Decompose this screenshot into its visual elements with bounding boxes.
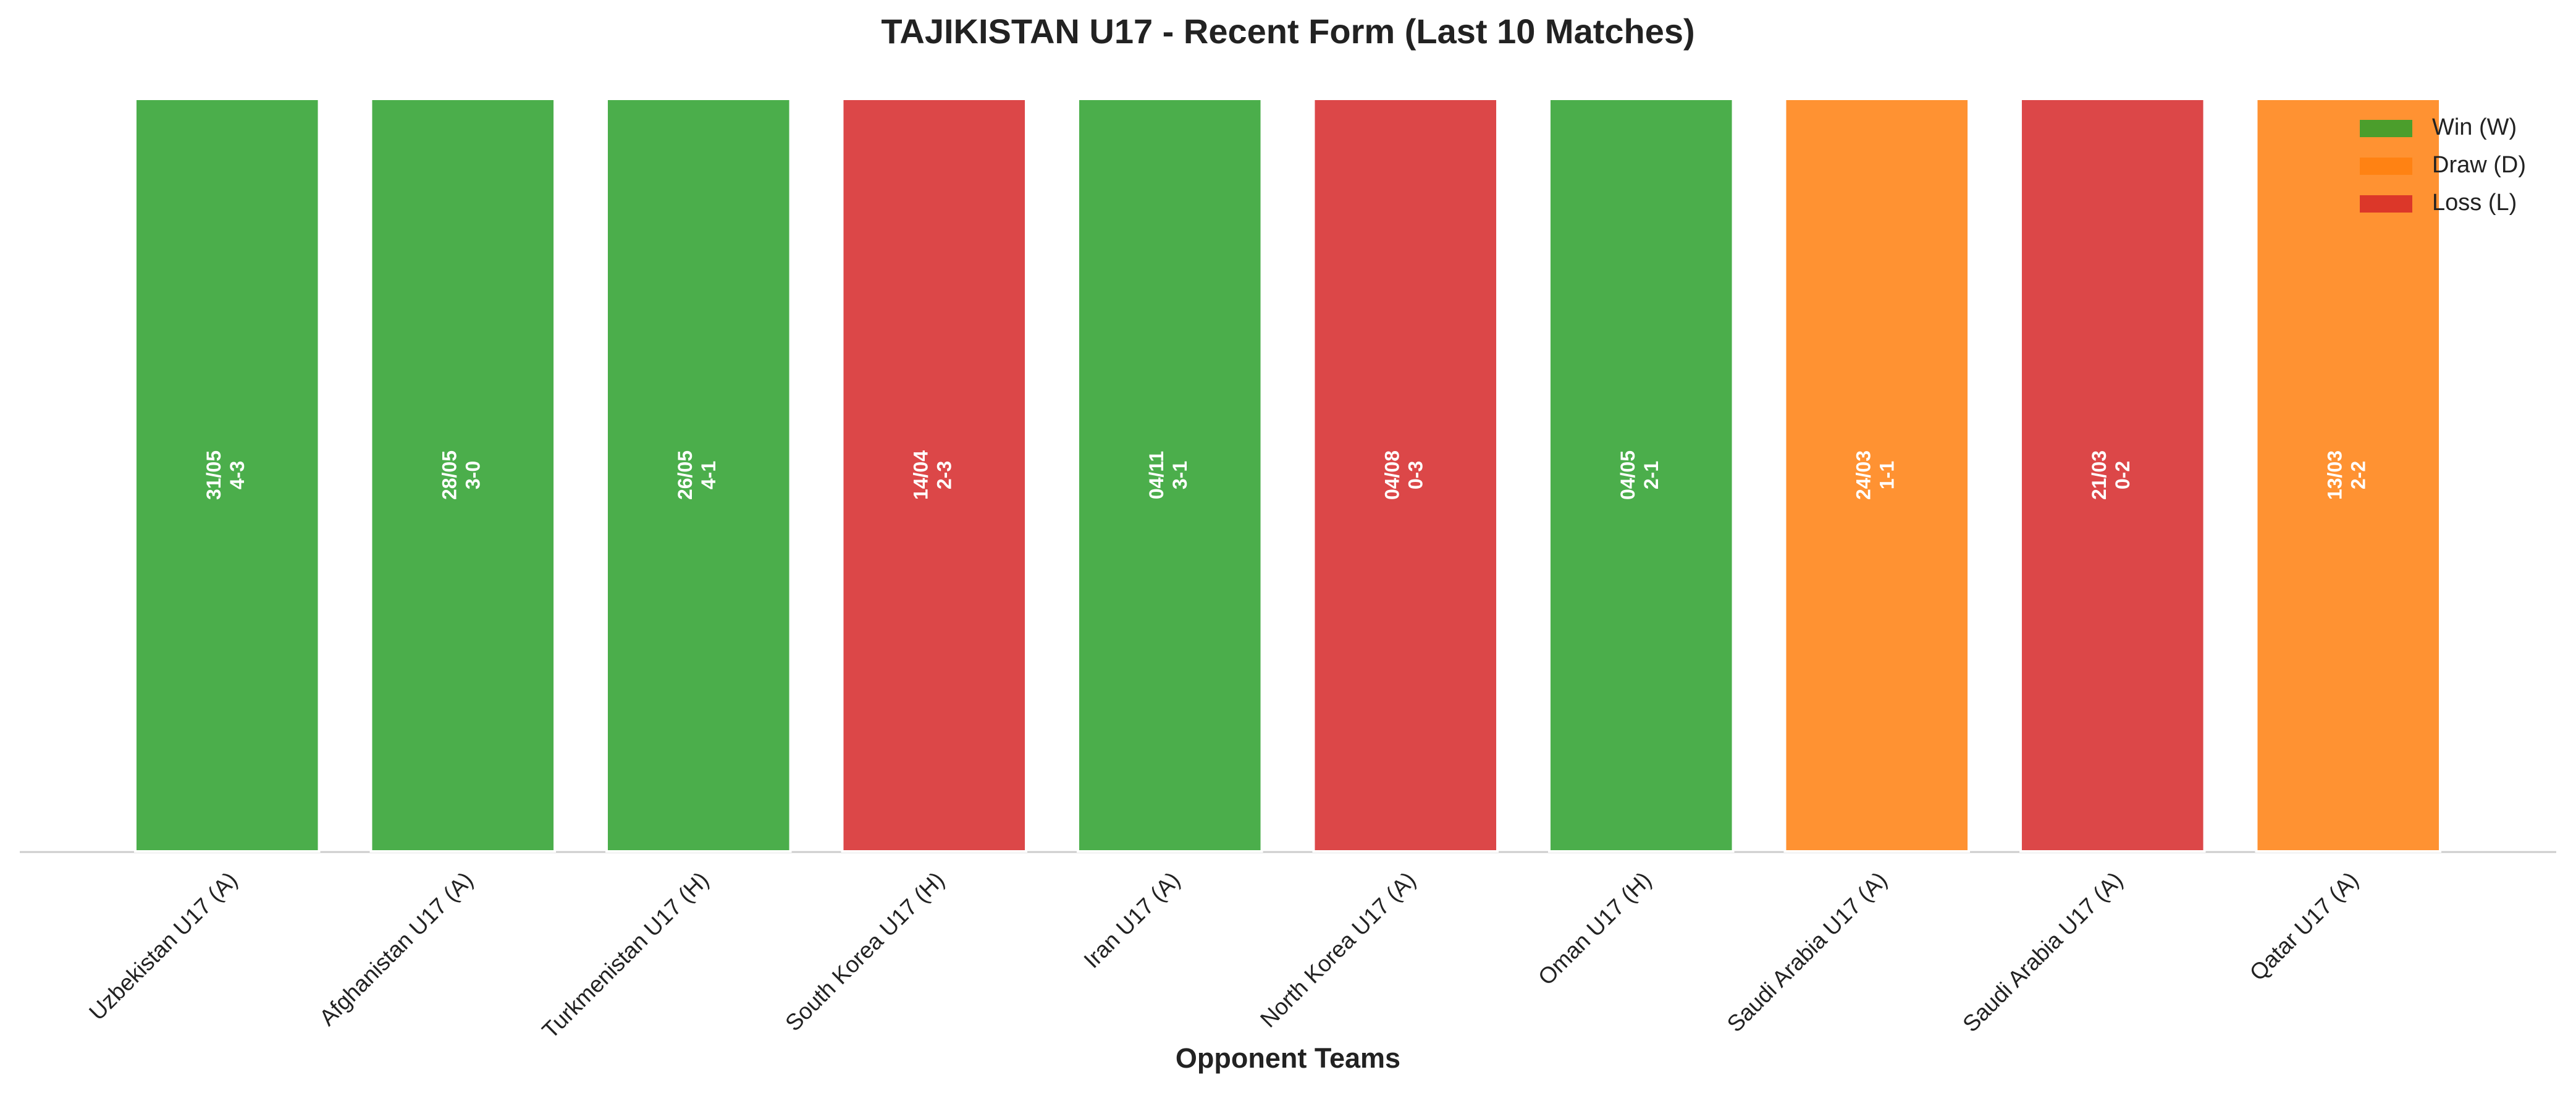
bar-label: 2-1 [1640,461,1662,489]
bar-label: 14/04 [910,450,932,500]
bar-label: 24/03 [1853,450,1875,500]
chart-title: TAJIKISTAN U17 - Recent Form (Last 10 Ma… [881,12,1694,51]
bar-label: 4-1 [697,461,720,489]
legend-swatch [2360,195,2412,213]
legend-swatch [2360,120,2412,137]
legend-label: Win (W) [2432,114,2517,140]
bar-label: 13/03 [2324,450,2346,500]
bar [2019,98,2206,853]
bar [605,98,792,853]
bar [1547,98,1735,853]
bar-label: 4-3 [226,461,248,489]
bar-label: 0-2 [2111,461,2134,489]
bar-label: 3-1 [1169,461,1191,489]
bar-label: 0-3 [1405,461,1427,489]
x-tick-label: Afghanistan U17 (A) [314,867,478,1031]
bar-label: 04/05 [1617,450,1639,500]
bar [1312,98,1499,853]
x-tick-label: Turkmenistan U17 (H) [537,867,713,1043]
x-tick-label: Iran U17 (A) [1079,867,1185,973]
x-tick-label: Qatar U17 (A) [2245,867,2363,985]
bar-label: 28/05 [439,450,461,500]
bar-label: 04/08 [1381,450,1404,500]
x-tick-label: Saudi Arabia U17 (A) [1722,867,1892,1037]
legend-label: Loss (L) [2432,190,2517,216]
bar [1783,98,1971,853]
bar-label: 21/03 [2088,450,2110,500]
bar [133,98,321,853]
bar [369,98,557,853]
legend-label: Draw (D) [2432,152,2526,178]
bar [841,98,1028,853]
bar-label: 2-3 [933,461,956,489]
x-axis-label: Opponent Teams [1176,1042,1400,1074]
x-tick-label: North Korea U17 (A) [1255,867,1420,1032]
x-tick-label: South Korea U17 (H) [780,867,949,1036]
x-tick-label: Saudi Arabia U17 (A) [1958,867,2128,1037]
x-tick-label: Oman U17 (H) [1533,867,1656,990]
bar-label: 3-0 [462,461,484,489]
bar [1076,98,1263,853]
bar-label: 04/11 [1145,451,1168,499]
legend-swatch [2360,158,2412,175]
x-tick-label: Uzbekistan U17 (A) [84,867,242,1025]
bar-label: 1-1 [1876,461,1898,489]
bar-label: 2-2 [2347,461,2370,489]
bar [2255,98,2442,853]
bar-label: 26/05 [674,450,696,500]
bar-label: 31/05 [203,450,225,500]
